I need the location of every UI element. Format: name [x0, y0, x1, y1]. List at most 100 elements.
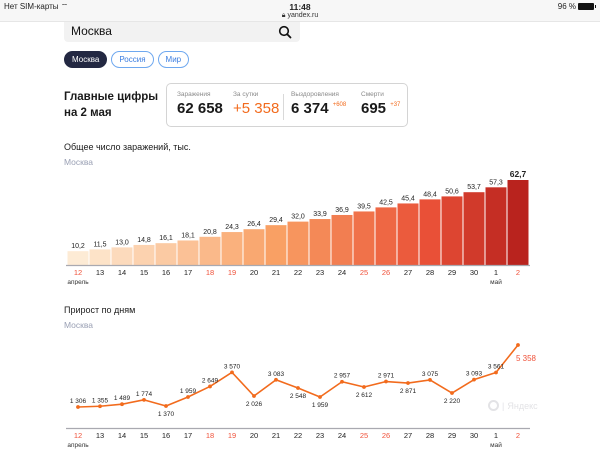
bar-value-label: 45,4	[401, 195, 415, 202]
bar-value-label: 53,7	[467, 184, 481, 191]
data-point-28	[428, 378, 432, 382]
x-tick-label: 30	[470, 268, 478, 277]
data-point-27	[406, 381, 410, 385]
bar-17	[177, 240, 199, 265]
stat-recovered-value: 6 374	[291, 100, 329, 117]
data-point-30	[472, 377, 476, 382]
data-point-22	[296, 386, 300, 390]
wifi-icon: ⌔	[60, 2, 69, 11]
bar-12	[67, 251, 89, 265]
data-point-20	[252, 394, 256, 398]
bar-value-label: 16,1	[159, 235, 173, 242]
search-icon[interactable]	[278, 25, 292, 39]
x-tick-label: 25	[360, 268, 368, 277]
bar-value-label: 29,4	[269, 217, 283, 224]
point-value-label: 1 959	[180, 388, 197, 395]
data-point-21	[274, 377, 278, 382]
x-tick-label: 12	[74, 268, 82, 277]
bar-27	[397, 203, 419, 265]
headline: Главные цифры на 2 мая	[64, 89, 158, 121]
stat-deaths: Смерти 695 +37	[361, 91, 400, 117]
x-tick-label: 14	[118, 268, 126, 277]
bar-value-label: 10,2	[71, 243, 85, 250]
data-point-1	[494, 370, 498, 375]
card-divider	[283, 94, 284, 120]
x-tick-label: 23	[316, 431, 324, 440]
x-tick-label: 16	[162, 268, 170, 277]
bar-24	[331, 214, 353, 265]
data-point-18	[208, 384, 212, 389]
point-value-label: 1 306	[70, 398, 87, 405]
headline-line1: Главные цифры	[64, 91, 159, 103]
point-value-label: 2 548	[290, 393, 307, 400]
stat-infected-value: 62 658	[177, 100, 223, 117]
x-tick-label: 20	[250, 431, 258, 440]
x-tick-label: 19	[228, 431, 236, 440]
data-point-13	[98, 404, 102, 409]
data-point-14	[120, 402, 124, 407]
bar-chart-title: Общее число заражений, тыс.	[64, 142, 191, 152]
bar-value-label: 48,4	[423, 191, 437, 198]
point-value-label: 2 957	[334, 373, 351, 380]
data-point-2	[516, 343, 520, 347]
x-tick-label: 29	[448, 431, 456, 440]
x-tick-label: 14	[118, 431, 126, 440]
total-cases-bar-chart: 10,21211,51313,01414,81516,11618,11720,8…	[66, 169, 530, 285]
point-value-label: 1 959	[312, 402, 329, 409]
summary-card: Заражения 62 658 За сутки +5 358 Выздоро…	[166, 83, 408, 127]
x-tick-label: 17	[184, 431, 192, 440]
stat-infected-label: Заражения	[177, 91, 211, 98]
month-label: май	[490, 278, 502, 285]
data-point-17	[186, 395, 190, 399]
point-value-label: 3 561	[488, 363, 505, 370]
bar-value-label: 11,5	[93, 241, 106, 248]
x-tick-label: 21	[272, 431, 280, 440]
data-point-29	[450, 391, 454, 395]
month-label: апрель	[67, 442, 89, 449]
month-label: апрель	[67, 279, 89, 285]
x-tick-label: 18	[206, 431, 214, 440]
bar-22	[287, 221, 309, 265]
stat-daily-label: За сутки	[233, 91, 259, 98]
data-point-12	[76, 405, 80, 409]
x-tick-label: 28	[426, 431, 434, 440]
bar-28	[419, 199, 441, 265]
stat-recovered-label: Выздоровления	[291, 91, 339, 98]
lock-icon: 🔒︎	[281, 12, 286, 19]
address-bar[interactable]: 🔒︎ yandex.ru	[281, 12, 319, 19]
point-value-label: 1 370	[158, 411, 175, 418]
bar-value-label: 32,0	[291, 214, 305, 221]
x-tick-label: 24	[338, 431, 346, 440]
bar-value-label: 18,1	[181, 232, 195, 239]
clock: 11:48	[289, 2, 311, 12]
x-tick-label: 2	[516, 268, 520, 277]
stat-recovered-delta: +608	[332, 102, 347, 108]
bar-value-label: 62,7	[510, 169, 527, 179]
search-input[interactable]: Москва	[64, 22, 300, 42]
bar-value-label: 14,8	[137, 237, 151, 244]
x-tick-label: 19	[228, 268, 236, 277]
point-value-label: 2 220	[444, 398, 461, 405]
tab-russia[interactable]: Россия	[111, 51, 154, 68]
bar-value-label: 26,4	[247, 221, 261, 228]
tab-world[interactable]: Мир	[157, 51, 190, 68]
bar-18	[199, 236, 221, 265]
x-tick-label: 15	[140, 268, 148, 277]
line-chart-subtitle: Москва	[64, 320, 94, 330]
yandex-watermark: | Яндекс	[488, 400, 538, 411]
point-value-label: 5 358	[516, 354, 537, 363]
data-point-24	[340, 379, 344, 384]
x-tick-label: 26	[382, 431, 390, 440]
region-tabs: Москва Россия Мир	[64, 51, 190, 68]
bar-value-label: 33,9	[313, 211, 327, 218]
point-value-label: 2 971	[378, 373, 395, 380]
x-tick-label: 27	[404, 268, 412, 277]
x-tick-label: 21	[272, 268, 280, 277]
yandex-logo-icon	[488, 400, 499, 411]
tab-moscow[interactable]: Москва	[64, 51, 108, 68]
x-tick-label: 26	[382, 268, 390, 277]
stat-recovered: Выздоровления 6 374 +608	[291, 91, 346, 117]
bar-value-label: 20,8	[203, 229, 217, 236]
data-point-25	[362, 385, 366, 389]
